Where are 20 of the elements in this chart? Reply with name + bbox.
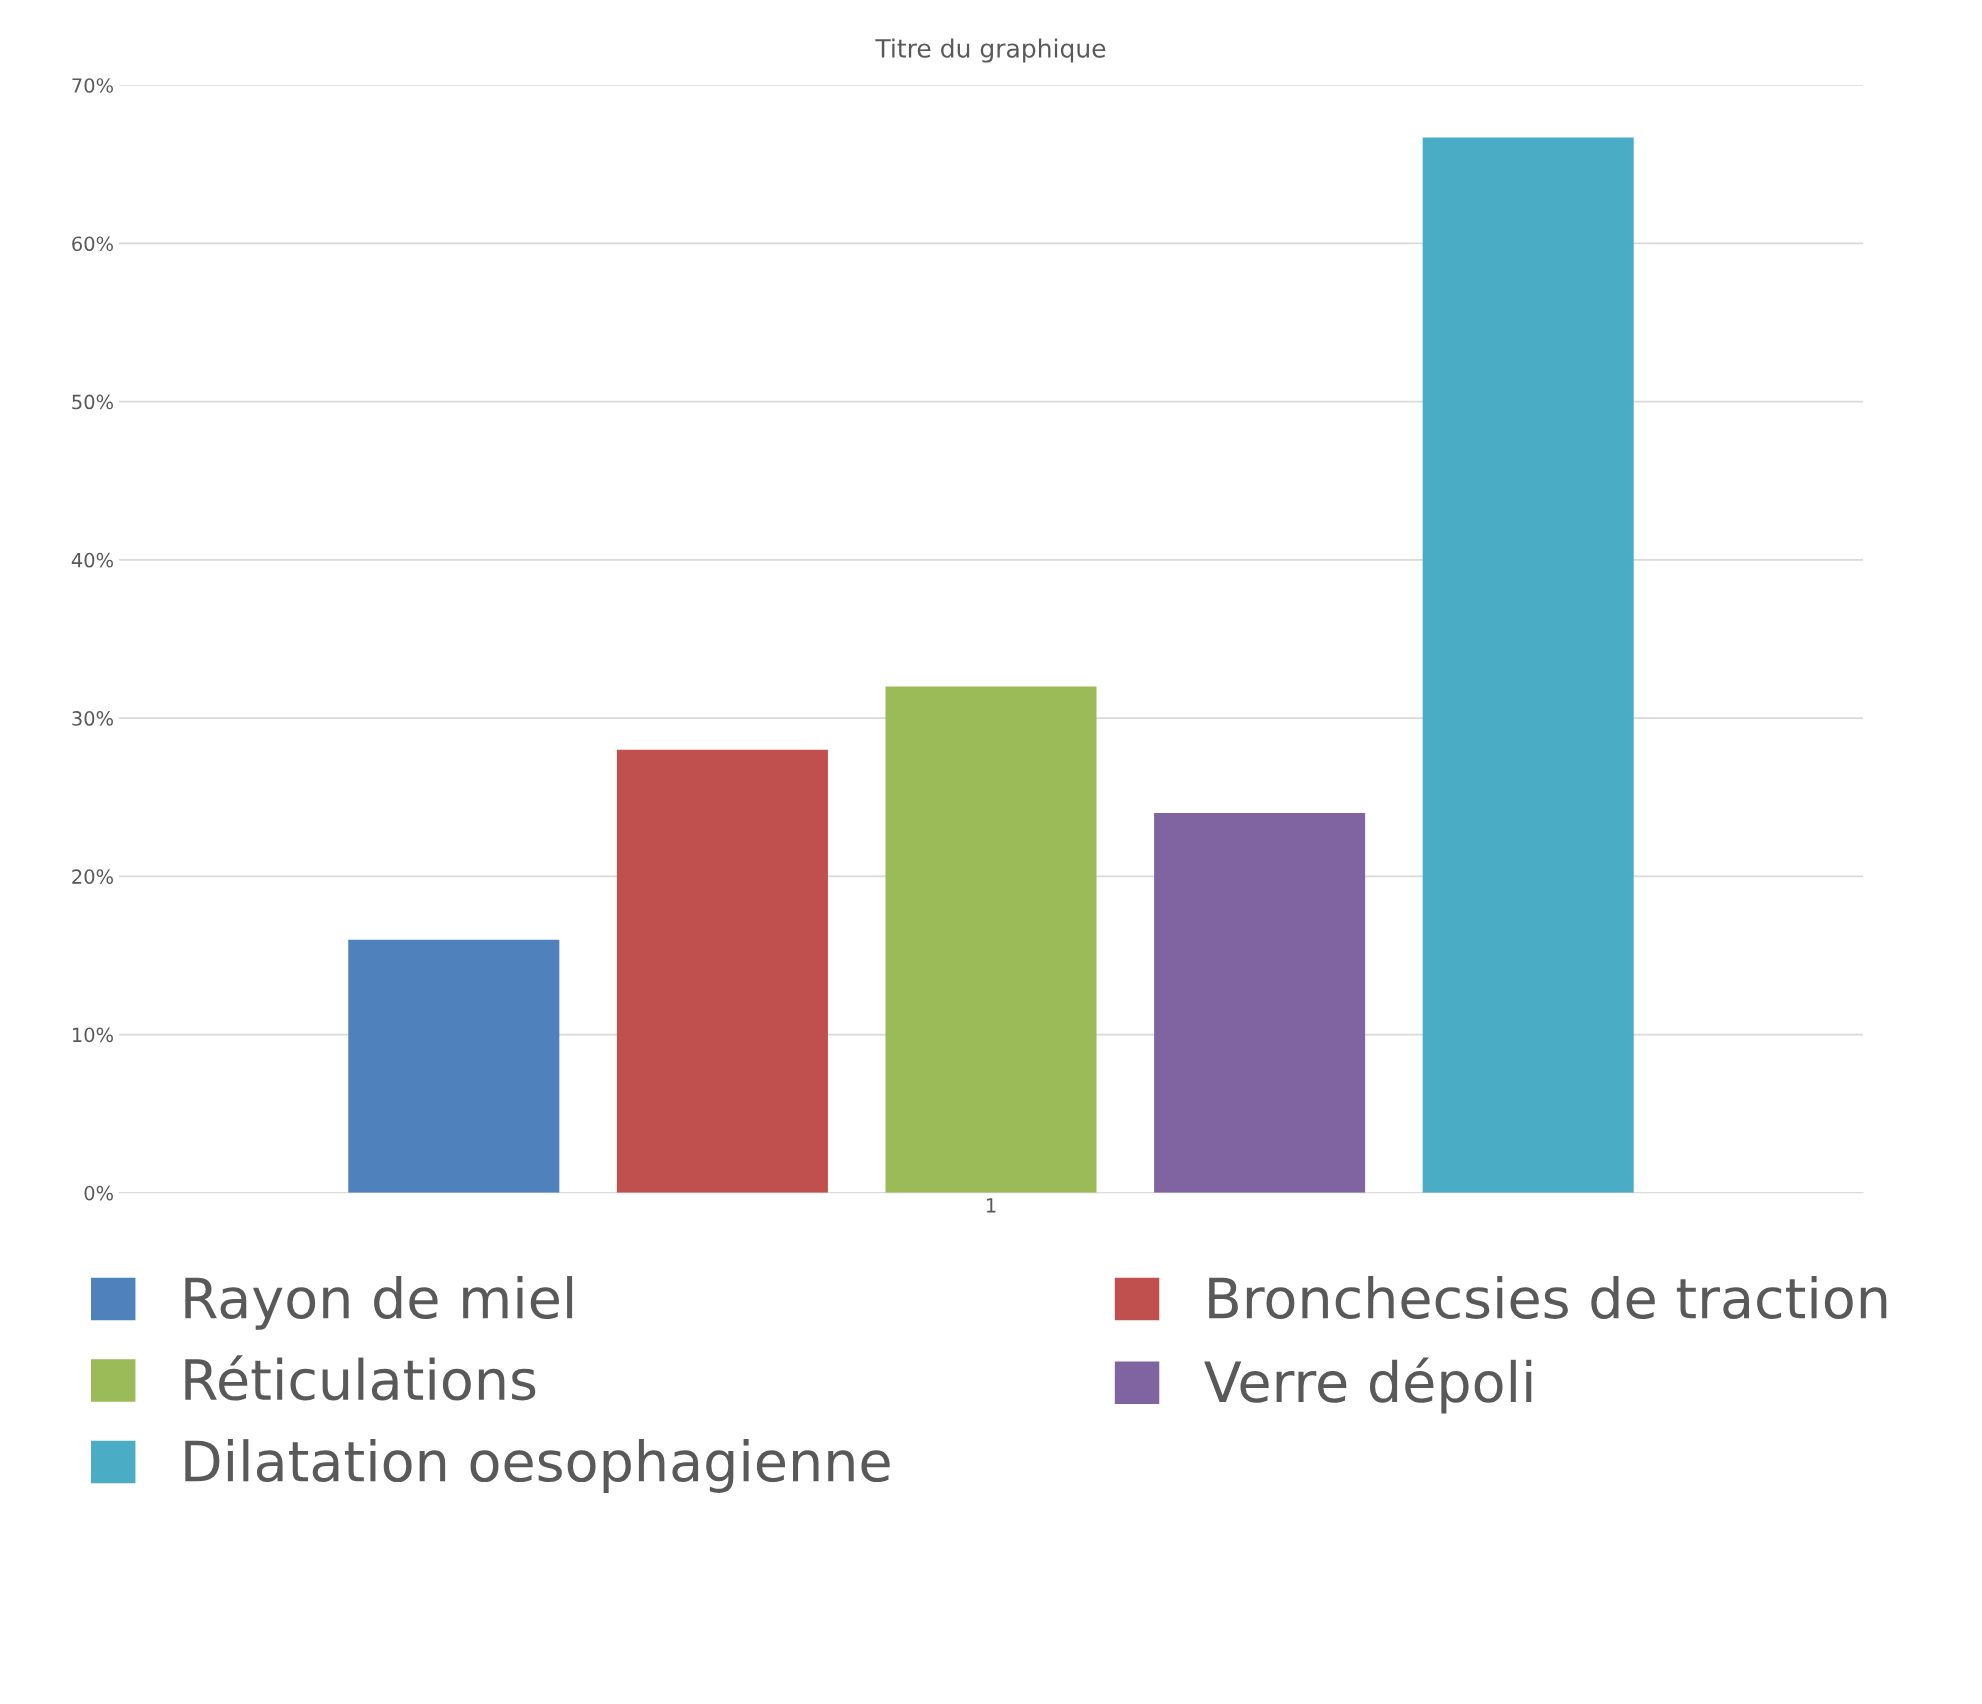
y-tick-label: 20% [72, 869, 113, 885]
y-tick-label: 0% [84, 1185, 113, 1201]
legend-label: Verre dépoli [1204, 1357, 1532, 1414]
y-tick-label: 60% [72, 236, 113, 252]
y-tick-label: 10% [72, 1027, 113, 1043]
legend-label: Bronchecsies de traction [1209, 1276, 1887, 1320]
legend-label: Réticulations [185, 1355, 536, 1401]
bar [1422, 137, 1634, 1193]
chart-title: Titre du graphique [875, 38, 1106, 63]
legend-label: Rayon de miel [185, 1276, 573, 1330]
y-tick-label: 30% [72, 711, 113, 726]
legend-label: Dilatation oesophagienne [185, 1439, 890, 1493]
y-tick-label: 70% [72, 78, 113, 93]
y-tick-label: 40% [71, 552, 113, 568]
bar [885, 686, 1097, 1193]
bar [348, 939, 560, 1193]
y-tick-label: 50% [72, 394, 113, 410]
x-tick-label: 1 [986, 1198, 996, 1213]
bar [616, 749, 828, 1193]
bar [1154, 813, 1366, 1193]
